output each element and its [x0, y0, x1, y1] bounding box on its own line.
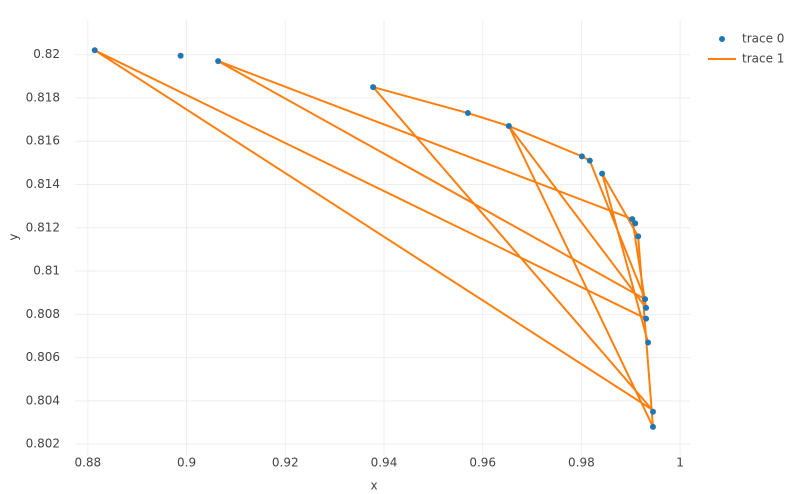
x-tick-label: 0.88	[74, 456, 101, 470]
point	[91, 47, 98, 54]
x-tick-label: 0.96	[469, 456, 496, 470]
x-axis-title: x	[370, 479, 377, 493]
y-tick-label: 0.802	[26, 437, 60, 451]
point	[643, 315, 650, 322]
point	[215, 58, 222, 65]
point	[632, 220, 639, 227]
x-tick-label: 0.9	[177, 456, 196, 470]
y-axis-title: y	[7, 233, 21, 240]
point	[642, 296, 649, 303]
x-tick-label: 0.98	[568, 456, 595, 470]
y-tick-label: 0.82	[33, 47, 60, 61]
point	[645, 339, 652, 346]
y-tick-label: 0.812	[26, 220, 60, 234]
point	[586, 157, 593, 164]
y-tick-label: 0.806	[26, 350, 60, 364]
legend-marker	[719, 36, 725, 42]
y-tick-label: 0.814	[26, 177, 60, 191]
x-tick-label: 0.94	[371, 456, 398, 470]
point	[505, 123, 512, 130]
point	[578, 153, 585, 160]
point	[599, 170, 606, 177]
x-tick-label: 0.92	[272, 456, 299, 470]
point	[629, 216, 636, 223]
y-tick-label: 0.816	[26, 134, 60, 148]
x-tick-label: 1	[676, 456, 684, 470]
point	[635, 233, 642, 240]
point	[464, 110, 471, 117]
point	[177, 52, 184, 59]
y-tick-label: 0.808	[26, 307, 60, 321]
point	[370, 84, 377, 91]
legend-label: trace 1	[742, 52, 784, 66]
point	[643, 304, 650, 311]
point	[649, 408, 656, 415]
y-tick-label: 0.804	[26, 393, 60, 407]
y-tick-label: 0.81	[33, 264, 60, 278]
y-tick-label: 0.818	[26, 90, 60, 104]
line	[94, 49, 654, 428]
point	[649, 423, 656, 430]
legend-label: trace 0	[742, 32, 784, 46]
